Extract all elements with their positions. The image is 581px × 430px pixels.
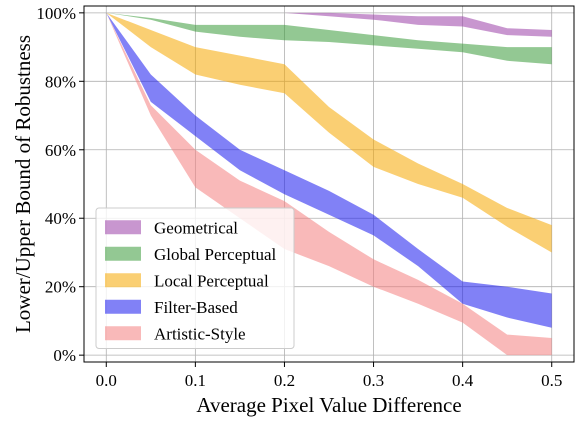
x-tick-label: 0.0 bbox=[96, 371, 117, 390]
band-local-perceptual bbox=[106, 12, 552, 253]
x-tick-label: 0.2 bbox=[274, 371, 295, 390]
legend-swatch-filter-based bbox=[105, 299, 141, 314]
x-tick-labels: 0.0 0.1 0.2 0.3 0.4 0.5 bbox=[96, 362, 562, 390]
legend-swatch-local-perceptual bbox=[105, 273, 141, 288]
legend-swatch-geometrical bbox=[105, 220, 141, 235]
legend-box bbox=[95, 207, 295, 349]
legend-label-artistic-style: Artistic-Style bbox=[154, 324, 246, 343]
y-axis-title: Lower/Upper Bound of Robustness bbox=[11, 35, 35, 333]
band-filter-based bbox=[106, 12, 552, 328]
legend-label-global-perceptual: Global Perceptual bbox=[154, 245, 277, 264]
legend-label-filter-based: Filter-Based bbox=[154, 298, 238, 317]
legend-items: Geometrical Global Perceptual Local Percep… bbox=[105, 218, 277, 343]
y-tick-label: 0% bbox=[53, 346, 76, 365]
x-tick-label: 0.4 bbox=[452, 371, 474, 390]
x-tick-label: 0.3 bbox=[363, 371, 384, 390]
y-tick-label: 40% bbox=[45, 209, 76, 228]
y-tick-labels: 0% 20% 40% 60% 80% 100% bbox=[36, 4, 84, 365]
legend: Geometrical Global Perceptual Local Percep… bbox=[95, 207, 295, 349]
y-tick-label: 100% bbox=[36, 4, 76, 23]
bands bbox=[106, 12, 552, 356]
x-axis-title: Average Pixel Value Difference bbox=[196, 393, 461, 417]
y-tick-label: 20% bbox=[45, 278, 76, 297]
plot-area-frame bbox=[83, 5, 575, 363]
x-tick-label: 0.5 bbox=[541, 371, 562, 390]
legend-swatch-global-perceptual bbox=[105, 246, 141, 261]
band-geometrical bbox=[106, 12, 552, 37]
legend-label-local-perceptual: Local Perceptual bbox=[154, 271, 269, 290]
band-artistic-style bbox=[106, 12, 552, 356]
x-tick-label: 0.1 bbox=[185, 371, 206, 390]
band-global-perceptual bbox=[106, 12, 552, 65]
y-tick-label: 60% bbox=[45, 141, 76, 160]
y-tick-label: 80% bbox=[45, 72, 76, 91]
legend-swatch-artistic-style bbox=[105, 326, 141, 341]
legend-label-geometrical: Geometrical bbox=[154, 218, 238, 237]
